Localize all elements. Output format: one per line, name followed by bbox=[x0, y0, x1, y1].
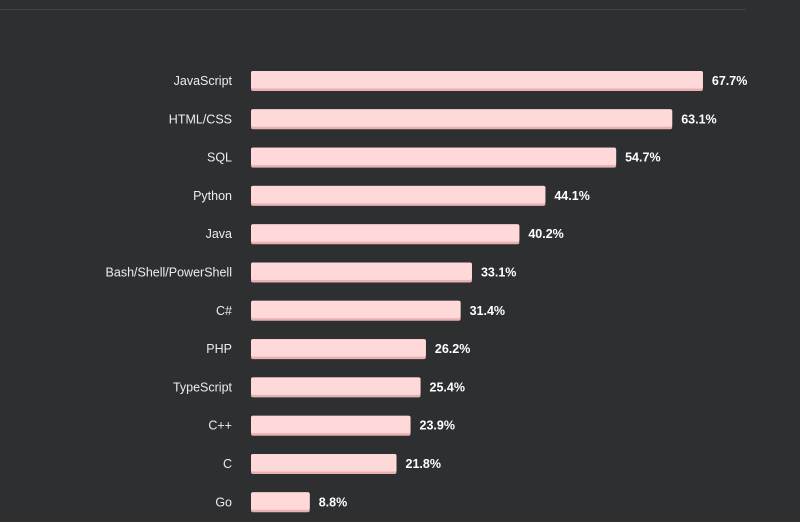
top-divider bbox=[0, 9, 746, 10]
category-label: Go bbox=[215, 495, 232, 509]
category-label: HTML/CSS bbox=[169, 112, 232, 126]
value-label: 23.9% bbox=[420, 419, 455, 433]
category-label: JavaScript bbox=[174, 74, 233, 88]
value-label: 44.1% bbox=[554, 189, 589, 203]
bar-row: C++ 23.9% bbox=[208, 415, 455, 436]
category-label: C bbox=[223, 457, 232, 471]
bar[interactable] bbox=[251, 492, 310, 510]
category-label: C# bbox=[216, 304, 232, 318]
bar[interactable] bbox=[251, 71, 703, 89]
category-label: C++ bbox=[208, 419, 232, 433]
value-label: 54.7% bbox=[625, 151, 660, 165]
value-label: 8.8% bbox=[319, 495, 348, 509]
value-label: 31.4% bbox=[470, 304, 505, 318]
bar-row: TypeScript 25.4% bbox=[173, 377, 465, 398]
bar-row: HTML/CSS 63.1% bbox=[169, 109, 717, 130]
bar-row: Java 40.2% bbox=[206, 224, 564, 245]
category-label: Java bbox=[206, 227, 232, 241]
bar[interactable] bbox=[251, 377, 421, 395]
value-label: 33.1% bbox=[481, 266, 516, 280]
value-label: 21.8% bbox=[406, 457, 441, 471]
value-label: 40.2% bbox=[528, 227, 563, 241]
category-label: PHP bbox=[206, 342, 232, 356]
category-label: Bash/Shell/PowerShell bbox=[106, 266, 232, 280]
bar[interactable] bbox=[251, 262, 472, 281]
value-label: 63.1% bbox=[681, 112, 716, 126]
bar[interactable] bbox=[251, 300, 461, 319]
category-label: SQL bbox=[207, 151, 232, 165]
bar[interactable] bbox=[251, 415, 411, 434]
bar-row: C# 31.4% bbox=[216, 300, 505, 321]
bar[interactable] bbox=[251, 339, 426, 357]
bar-row: Go 8.8% bbox=[215, 492, 348, 513]
bar[interactable] bbox=[251, 224, 520, 242]
bar[interactable] bbox=[251, 147, 617, 166]
category-label: TypeScript bbox=[173, 380, 233, 394]
bar-row: PHP 26.2% bbox=[206, 339, 470, 360]
bar-row: JavaScript 67.7% bbox=[174, 71, 747, 91]
bar-row: Python 44.1% bbox=[193, 185, 590, 206]
bar-row: SQL 54.7% bbox=[207, 147, 661, 168]
bar-row: Bash/Shell/PowerShell 33.1% bbox=[106, 262, 516, 283]
category-label: Python bbox=[193, 189, 232, 203]
bar[interactable] bbox=[251, 454, 397, 472]
value-label: 26.2% bbox=[435, 342, 470, 356]
bar[interactable] bbox=[251, 109, 673, 127]
value-label: 67.7% bbox=[712, 74, 747, 88]
bar[interactable] bbox=[251, 185, 546, 204]
value-label: 25.4% bbox=[430, 380, 465, 394]
bar-row: C 21.8% bbox=[223, 454, 441, 474]
